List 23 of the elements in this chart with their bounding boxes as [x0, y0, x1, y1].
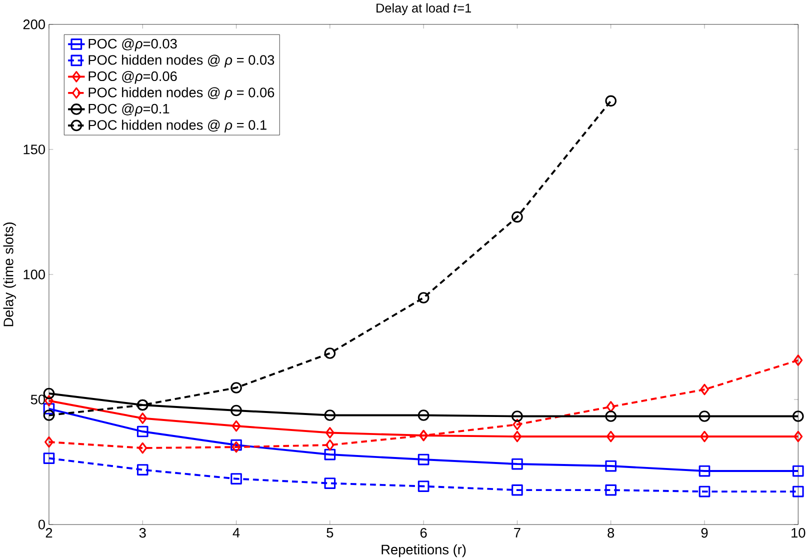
y-tick-label: 50 [30, 394, 45, 404]
x-tick-label: 10 [792, 528, 806, 538]
y-tick-label: 200 [23, 19, 45, 30]
x-tick-label: 4 [232, 528, 240, 538]
x-axis-title: Repetitions (r) [382, 544, 466, 557]
y-tick-label: 0 [38, 520, 45, 530]
x-tick-label: 6 [420, 528, 427, 538]
x-tick-label: 7 [514, 528, 520, 538]
legend-label: POC hidden nodes @ ρ = 0.06 [88, 87, 274, 100]
legend-label: POC @ρ=0.03 [88, 38, 177, 52]
legend-label: POC @ρ=0.06 [88, 70, 177, 84]
x-tick-label: 8 [608, 528, 614, 538]
legend-label: POC hidden nodes @ ρ = 0.1 [88, 120, 266, 132]
y-tick-label: 100 [24, 269, 45, 280]
legend-label: POC hidden nodes @ ρ = 0.03 [88, 54, 274, 68]
y-axis-title: Delay (time slots) [3, 222, 16, 326]
legend-label: POC @ρ=0.1 [88, 103, 170, 116]
y-tick-label: 150 [24, 144, 45, 154]
x-tick-label: 5 [326, 528, 334, 538]
x-tick-label: 9 [701, 528, 708, 538]
x-tick-label: 3 [139, 528, 146, 538]
chart-title: Delay at load t=1 [376, 3, 471, 15]
x-tick-label: 2 [46, 528, 52, 538]
